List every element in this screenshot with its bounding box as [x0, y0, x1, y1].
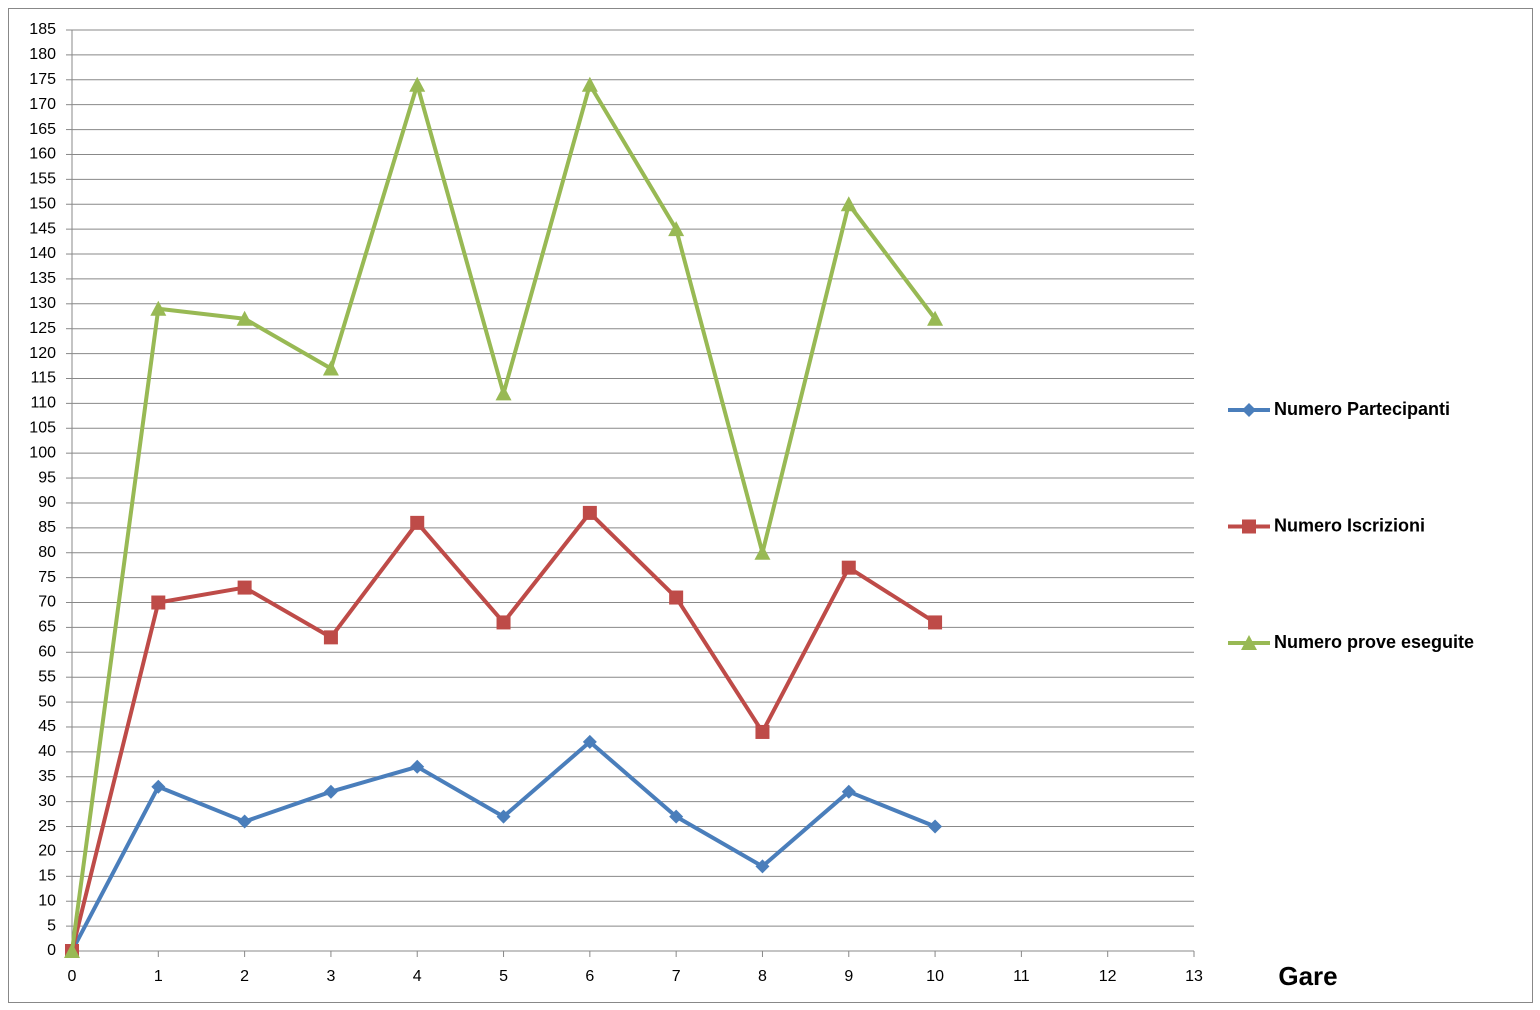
- y-tick-label: 10: [38, 892, 56, 909]
- y-tick-label: 70: [38, 594, 56, 611]
- y-tick-label: 145: [29, 220, 56, 237]
- y-tick-label: 35: [38, 768, 56, 785]
- y-tick-label: 45: [38, 718, 56, 735]
- y-tick-label: 20: [38, 843, 56, 860]
- marker: [582, 734, 597, 749]
- legend-label: Numero Iscrizioni: [1274, 515, 1425, 535]
- marker: [496, 615, 511, 630]
- marker: [322, 360, 339, 376]
- marker: [237, 580, 252, 595]
- x-tick-label: 12: [1099, 968, 1117, 985]
- y-tick-label: 80: [38, 544, 56, 561]
- y-tick-label: 25: [38, 818, 56, 835]
- y-tick-label: 175: [29, 71, 56, 88]
- x-axis-label: Gare: [1278, 961, 1337, 991]
- y-tick-label: 160: [29, 146, 56, 163]
- y-tick-label: 50: [38, 693, 56, 710]
- y-tick-label: 130: [29, 295, 56, 312]
- y-tick-label: 65: [38, 619, 56, 636]
- y-tick-label: 100: [29, 444, 56, 461]
- chart-frame: [8, 8, 1533, 1003]
- y-tick-label: 150: [29, 195, 56, 212]
- marker: [237, 814, 252, 829]
- x-tick-label: 3: [326, 968, 335, 985]
- marker: [1241, 635, 1257, 650]
- marker: [928, 615, 943, 630]
- y-tick-label: 135: [29, 270, 56, 287]
- marker: [410, 515, 425, 530]
- marker: [151, 779, 166, 794]
- y-tick-label: 75: [38, 569, 56, 586]
- marker: [410, 759, 425, 774]
- marker: [1242, 519, 1256, 534]
- y-tick-label: 115: [30, 370, 56, 387]
- marker: [323, 630, 338, 645]
- marker: [755, 724, 770, 739]
- y-tick-label: 0: [47, 942, 56, 959]
- x-tick-label: 2: [240, 968, 249, 985]
- y-tick-label: 95: [38, 469, 56, 486]
- marker: [151, 595, 166, 610]
- y-tick-label: 105: [29, 419, 56, 436]
- y-tick-label: 180: [29, 46, 56, 63]
- marker: [496, 809, 511, 824]
- marker: [236, 310, 253, 326]
- y-tick-label: 165: [29, 121, 56, 138]
- x-tick-label: 10: [926, 968, 944, 985]
- y-tick-label: 90: [38, 494, 56, 511]
- x-tick-label: 4: [413, 968, 422, 985]
- y-tick-label: 185: [29, 21, 56, 38]
- marker: [64, 943, 80, 958]
- x-tick-label: 0: [68, 968, 77, 985]
- y-tick-label: 140: [29, 245, 56, 262]
- y-tick-label: 55: [38, 668, 56, 685]
- x-tick-label: 5: [499, 968, 508, 985]
- marker: [409, 76, 426, 92]
- y-tick-label: 120: [29, 345, 56, 362]
- x-tick-label: 11: [1013, 968, 1030, 985]
- marker: [150, 300, 167, 316]
- marker: [841, 560, 856, 575]
- y-tick-label: 30: [38, 793, 56, 810]
- marker: [669, 809, 684, 824]
- x-tick-label: 6: [585, 968, 594, 985]
- marker: [928, 819, 943, 834]
- y-tick-label: 60: [38, 644, 56, 661]
- marker: [1242, 403, 1256, 417]
- y-tick-label: 125: [29, 320, 56, 337]
- legend-label: Numero Partecipanti: [1274, 399, 1450, 419]
- x-tick-label: 13: [1185, 968, 1203, 985]
- marker: [668, 221, 685, 237]
- marker: [581, 76, 598, 92]
- y-tick-label: 5: [47, 917, 56, 934]
- marker: [495, 385, 512, 401]
- y-tick-label: 15: [38, 868, 56, 885]
- marker: [841, 784, 856, 799]
- x-tick-label: 7: [672, 968, 681, 985]
- marker: [755, 859, 770, 874]
- x-tick-label: 1: [154, 968, 163, 985]
- marker: [754, 544, 771, 560]
- marker: [669, 590, 684, 605]
- x-tick-label: 9: [844, 968, 853, 985]
- legend-label: Numero prove eseguite: [1274, 632, 1474, 652]
- marker: [582, 505, 597, 520]
- marker: [927, 310, 944, 326]
- marker: [323, 784, 338, 799]
- y-tick-label: 85: [38, 519, 56, 536]
- y-tick-label: 170: [29, 96, 56, 113]
- y-tick-label: 110: [30, 395, 56, 412]
- y-tick-label: 155: [29, 171, 56, 188]
- y-tick-label: 40: [38, 743, 56, 760]
- marker: [840, 196, 857, 212]
- x-tick-label: 8: [758, 968, 767, 985]
